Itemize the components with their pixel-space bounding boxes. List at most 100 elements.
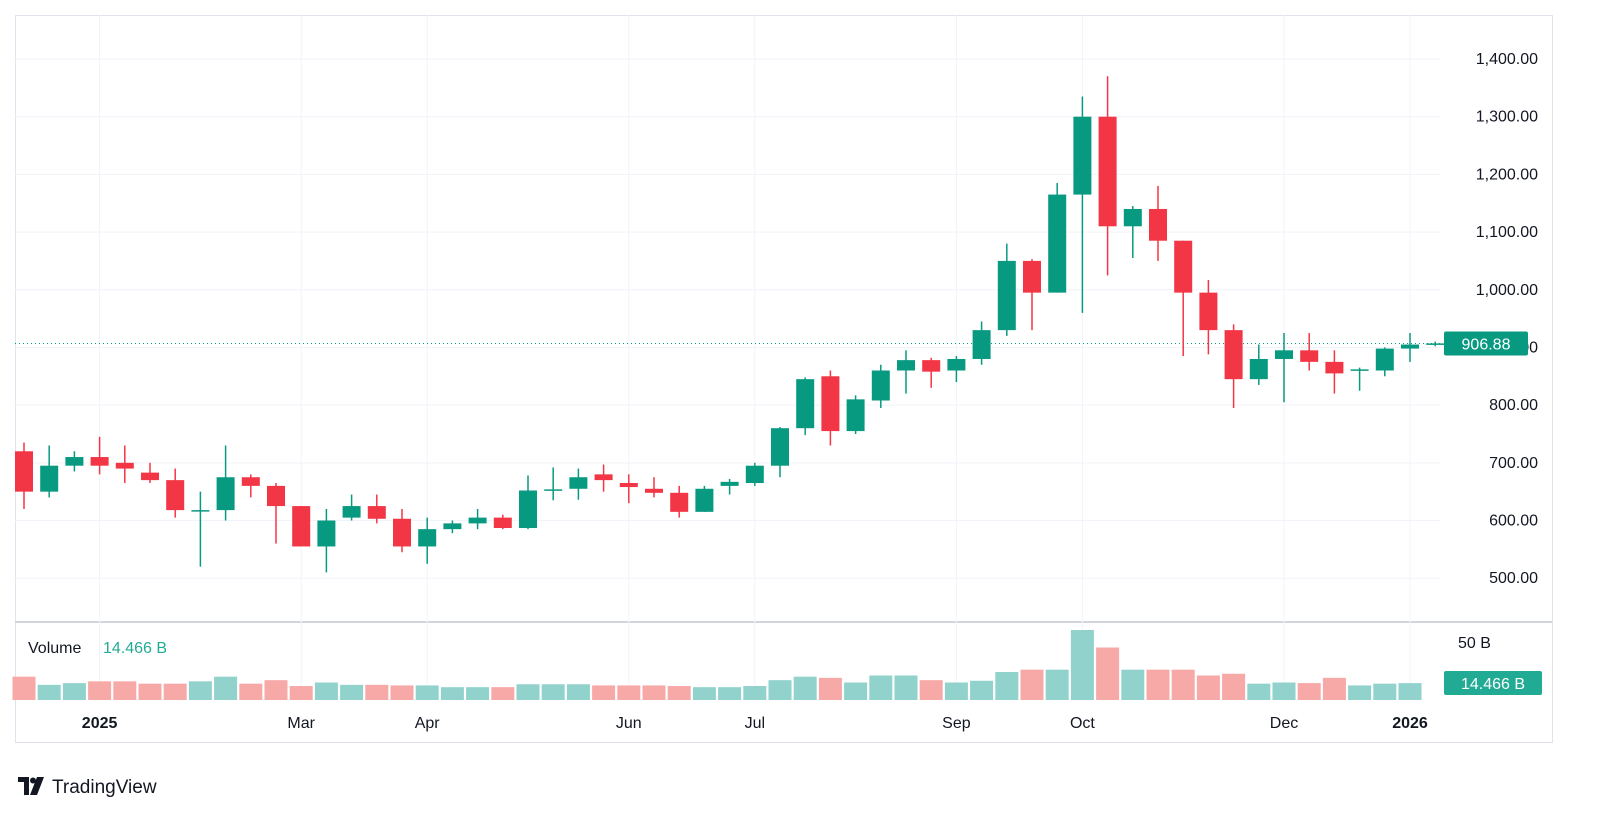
volume-bar <box>995 672 1019 700</box>
volume-label: Volume <box>28 640 82 657</box>
last-price-badge <box>1444 331 1528 356</box>
candle-body <box>1023 260 1041 293</box>
candle-body <box>519 490 537 528</box>
volume-tick-label: 50 B <box>1458 635 1491 652</box>
candle-body <box>1426 343 1445 345</box>
candle <box>115 445 134 484</box>
candle-body <box>15 451 33 492</box>
time-axis-label: Oct <box>1070 715 1095 732</box>
volume-bar <box>718 687 742 700</box>
candle-body <box>745 465 764 484</box>
candle <box>1123 206 1142 259</box>
candle-body <box>695 488 714 512</box>
candle <box>796 377 815 436</box>
candle-body <box>1149 208 1167 241</box>
volume-bar <box>1322 677 1346 700</box>
candle <box>897 350 915 394</box>
volume-bar <box>894 675 918 700</box>
volume-bar <box>340 684 364 700</box>
volume-bar <box>12 676 36 700</box>
candle-body <box>569 477 588 489</box>
candle <box>1149 185 1167 261</box>
time-axis-label: Apr <box>415 715 441 732</box>
candle-body <box>897 360 915 371</box>
candle-body <box>947 358 966 371</box>
candle <box>342 494 361 521</box>
candle-body <box>922 360 941 372</box>
volume-bar <box>1272 682 1296 700</box>
candle-body <box>1249 358 1268 380</box>
candle-body <box>1123 208 1142 227</box>
candle <box>1174 240 1193 357</box>
candle <box>241 474 260 498</box>
volume-bar <box>516 684 540 700</box>
candle-body <box>1199 292 1218 331</box>
candle-body <box>796 379 815 429</box>
brand[interactable]: TradingView <box>18 776 157 800</box>
candle-body <box>1174 240 1193 293</box>
volume-bar <box>844 682 868 700</box>
candle <box>720 478 739 495</box>
candle <box>166 468 185 518</box>
candle-body <box>493 517 512 528</box>
candle-body <box>1300 350 1319 362</box>
candle <box>191 491 210 567</box>
price-tick-label: 1,100.00 <box>1476 224 1538 241</box>
candle-body <box>1098 116 1117 227</box>
volume-bar <box>566 684 590 700</box>
candle-body <box>166 480 185 511</box>
candle-body <box>972 330 991 359</box>
volume-bar <box>214 676 238 700</box>
candle <box>1426 341 1445 347</box>
candle-body <box>997 260 1016 331</box>
candle <box>267 483 285 544</box>
candle <box>821 370 840 446</box>
candle <box>519 475 537 530</box>
candle-body <box>1350 369 1369 371</box>
time-axis-label: Jul <box>745 715 765 732</box>
candle <box>619 474 638 504</box>
volume-bar <box>1171 669 1195 700</box>
candle-body <box>1048 194 1067 293</box>
candle <box>1048 183 1067 293</box>
candle-body <box>1325 361 1344 374</box>
volume-bar <box>944 682 968 700</box>
candle <box>393 508 411 553</box>
candle <box>15 442 33 509</box>
volume-bar <box>390 685 414 700</box>
volume-bar <box>642 685 666 700</box>
volume-bar <box>617 685 641 700</box>
volume-badge-label: 14.466 B <box>1461 676 1525 693</box>
last-price-label: 906.88 <box>1462 336 1511 353</box>
candle <box>1249 344 1268 385</box>
volume-bar <box>239 683 263 700</box>
candle-body <box>342 506 361 518</box>
volume-bar <box>1096 647 1120 700</box>
candle <box>1325 350 1344 394</box>
volume-bar <box>1121 669 1145 700</box>
volume-bar <box>541 684 565 700</box>
volume-bar <box>289 686 313 700</box>
time-axis-label: 2026 <box>1392 715 1428 732</box>
candle <box>1300 333 1319 371</box>
volume-bar <box>1398 683 1422 700</box>
candle-body <box>594 474 613 481</box>
brand-name: TradingView <box>52 777 157 798</box>
volume-bar <box>1348 685 1372 700</box>
volume-bar <box>1045 669 1069 700</box>
volume-bar <box>1146 669 1170 700</box>
price-tick-label: 1,300.00 <box>1476 109 1538 126</box>
volume-bar <box>869 675 893 700</box>
candle <box>367 494 386 524</box>
candle <box>569 468 588 500</box>
candle <box>871 364 890 409</box>
candle-body <box>1275 350 1293 359</box>
volume-bar <box>1297 683 1321 700</box>
candle-body <box>443 523 462 530</box>
candle <box>922 357 941 388</box>
price-tick-label: 600.00 <box>1489 513 1538 530</box>
volume-bar <box>466 687 490 700</box>
candles <box>15 76 1445 573</box>
candle-body <box>40 465 59 492</box>
